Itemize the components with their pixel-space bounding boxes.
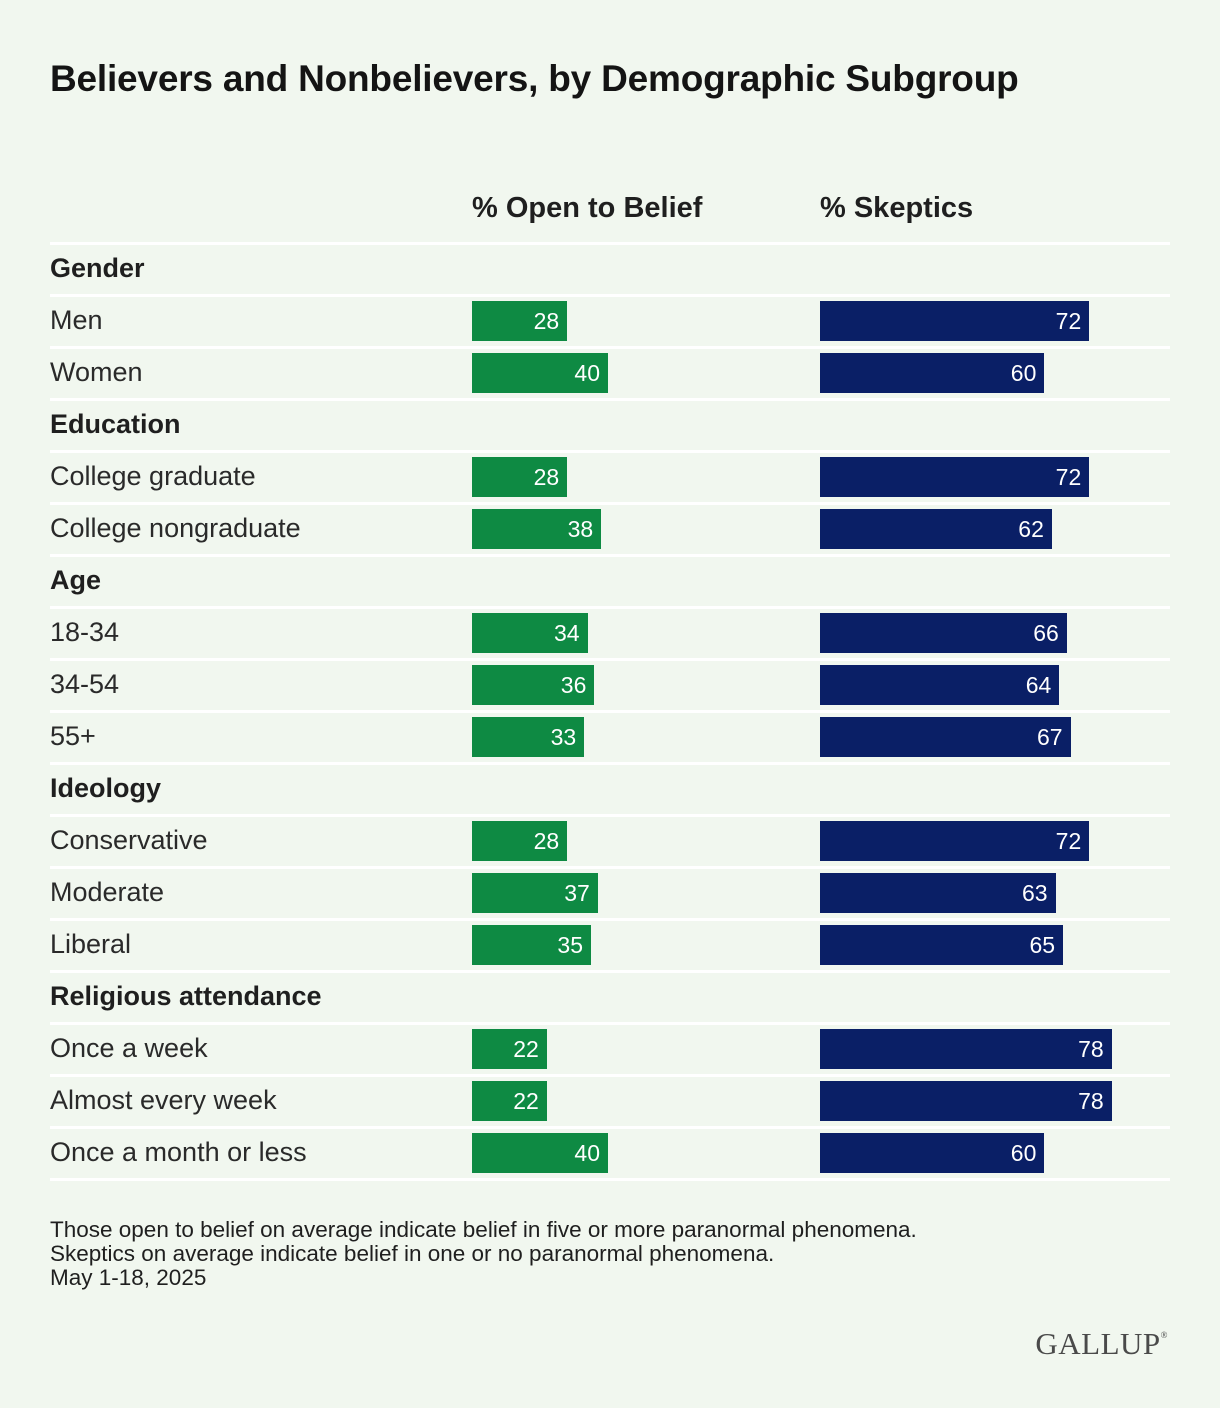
footnote-skeptics-definition: Skeptics on average indicate belief in o…: [50, 1241, 775, 1266]
row-divider: [50, 1178, 1170, 1181]
category-label-liberal: Liberal: [50, 929, 132, 959]
row-divider: [50, 606, 1170, 609]
bar-open-almost-every-week: 22: [472, 1081, 547, 1121]
bar-skeptics-moderate: 63: [820, 873, 1056, 913]
bar-skeptics-55: 67: [820, 717, 1071, 757]
category-label-18-34: 18-34: [50, 617, 120, 647]
row-divider: [50, 762, 1170, 765]
column-header-skeptics: % Skeptics: [820, 192, 974, 224]
row-divider: [50, 918, 1170, 921]
group-label-gender: Gender: [50, 253, 145, 283]
bar-open-34-54: 36: [472, 665, 595, 705]
bar-open-college-nongraduate: 38: [472, 509, 602, 549]
footnote-survey-date: May 1-18, 2025: [50, 1265, 207, 1290]
row-divider: [50, 970, 1170, 973]
category-label-almost-every-week: Almost every week: [50, 1085, 277, 1115]
category-label-college-nongraduate: College nongraduate: [50, 513, 301, 543]
row-divider: [50, 294, 1170, 297]
bar-skeptics-liberal: 65: [820, 925, 1064, 965]
category-label-once-a-week: Once a week: [50, 1033, 208, 1063]
row-divider: [50, 710, 1170, 713]
category-label-moderate: Moderate: [50, 877, 165, 907]
bar-open-college-graduate: 28: [472, 457, 568, 497]
row-divider: [50, 242, 1170, 245]
chart-title: Believers and Nonbelievers, by Demograph…: [50, 58, 1019, 99]
bar-skeptics-men: 72: [820, 301, 1090, 341]
bar-skeptics-college-nongraduate: 62: [820, 509, 1052, 549]
row-divider: [50, 398, 1170, 401]
bar-skeptics-conservative: 72: [820, 821, 1090, 861]
row-divider: [50, 1074, 1170, 1077]
row-divider: [50, 450, 1170, 453]
category-label-once-a-month-or-less: Once a month or less: [50, 1137, 307, 1167]
chart-body: Gender Men 28 72 Women 40 60 Education College g…: [50, 242, 1170, 1181]
bar-open-once-a-week: 22: [472, 1029, 547, 1069]
bar-open-55: 33: [472, 717, 585, 757]
category-label-conservative: Conservative: [50, 825, 208, 855]
row-divider: [50, 866, 1170, 869]
gallup-logo-text: GALLUP: [1035, 1326, 1161, 1361]
bar-open-conservative: 28: [472, 821, 568, 861]
bar-skeptics-women: 60: [820, 353, 1045, 393]
gallup-logo: GALLUP®: [1035, 1326, 1168, 1362]
bar-skeptics-once-a-week: 78: [820, 1029, 1112, 1069]
footnote-open-definition: Those open to belief on average indicate…: [50, 1217, 917, 1242]
category-label-women: Women: [50, 357, 143, 387]
category-label-55: 55+: [50, 721, 96, 751]
row-divider: [50, 814, 1170, 817]
row-divider: [50, 346, 1170, 349]
row-divider: [50, 554, 1170, 557]
bar-skeptics-once-a-month-or-less: 60: [820, 1133, 1045, 1173]
group-label-religious-attendance: Religious attendance: [50, 981, 322, 1011]
group-label-ideology: Ideology: [50, 773, 162, 803]
bar-open-liberal: 35: [472, 925, 591, 965]
bar-skeptics-college-graduate: 72: [820, 457, 1090, 497]
registered-mark: ®: [1160, 1330, 1168, 1340]
row-divider: [50, 658, 1170, 661]
bar-skeptics-almost-every-week: 78: [820, 1081, 1112, 1121]
row-divider: [50, 1126, 1170, 1129]
column-header-open-to-belief: % Open to Belief: [472, 192, 703, 224]
category-label-men: Men: [50, 305, 103, 335]
bar-skeptics-18-34: 66: [820, 613, 1067, 653]
category-label-34-54: 34-54: [50, 669, 120, 699]
bar-skeptics-34-54: 64: [820, 665, 1060, 705]
bar-open-once-a-month-or-less: 40: [472, 1133, 608, 1173]
bar-open-moderate: 37: [472, 873, 598, 913]
row-divider: [50, 502, 1170, 505]
group-label-age: Age: [50, 565, 102, 595]
bar-open-women: 40: [472, 353, 608, 393]
group-label-education: Education: [50, 409, 181, 439]
bar-open-18-34: 34: [472, 613, 588, 653]
category-label-college-graduate: College graduate: [50, 461, 256, 491]
row-divider: [50, 1022, 1170, 1025]
bar-open-men: 28: [472, 301, 568, 341]
